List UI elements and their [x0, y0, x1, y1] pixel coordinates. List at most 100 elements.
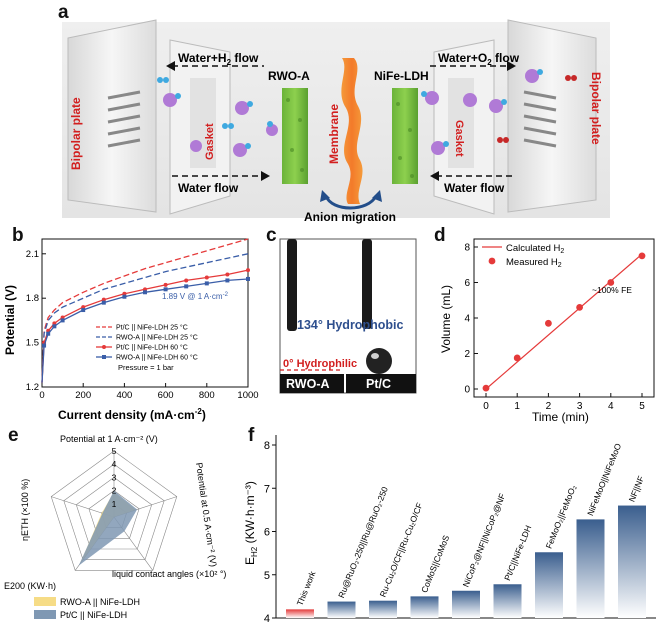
chart-b-pressure: Pressure = 1 bar	[118, 363, 174, 372]
b-xtick-label-4: 800	[199, 390, 215, 401]
rwo-a-cathode	[282, 88, 308, 184]
radar-ring-5	[50, 450, 178, 571]
f-bar-label-5: Pt/C||NiFe-LDH	[502, 524, 533, 582]
electrolyzer-schematic: Water+H2 flow Water+O2 flow Water flow W…	[62, 19, 610, 224]
radar-axis-label-4: E200 (KW·h)	[4, 581, 56, 591]
left-gasket-window	[190, 78, 216, 168]
legend-rwo-swatch	[34, 597, 56, 606]
b-ytick-label-1: 1.5	[26, 338, 39, 349]
d-xtick-label-2: 2	[546, 401, 552, 412]
left-gasket-label: Gasket	[204, 123, 216, 160]
right-needle	[362, 239, 372, 329]
legend-point-sample	[488, 257, 496, 265]
d-measured-point-4	[607, 279, 615, 286]
d-xtick-label-5: 5	[639, 401, 645, 412]
b-point-3-5	[81, 308, 86, 313]
left-top-flow-label: Water+H2 flow	[178, 51, 259, 67]
left-bipolar-label: Bipolar plate	[69, 97, 83, 170]
radar-axis-label-2: Potential at 0.5 A·cm⁻² (V)	[194, 462, 219, 568]
d-ytick-label-1: 2	[464, 349, 470, 360]
membrane-label: Membrane	[327, 104, 341, 164]
b-legend-label-1: RWO-A || NiFe-LDH 25 °C	[116, 334, 198, 342]
rwo-a-substrate	[280, 374, 344, 393]
radar-ring-label-2: 2	[112, 486, 117, 496]
right-bipolar-label: Bipolar plate	[589, 72, 603, 145]
droplet-highlight	[371, 353, 379, 359]
d-ytick-label-0: 0	[464, 385, 470, 396]
f-bar-4	[452, 590, 480, 618]
f-bar-label-0: This work	[295, 569, 318, 607]
d-measured-point-0	[482, 384, 490, 392]
right-bottom-flow-label: Water flow	[444, 181, 505, 195]
f-ytick-label-2: 6	[264, 527, 270, 539]
chart-d-ylabel: Volume (mL)	[439, 285, 453, 353]
b-point-3-12	[225, 278, 230, 283]
water-droplet	[366, 348, 392, 374]
panel-a: Water+H2 flow Water+O2 flow Water flow W…	[0, 0, 664, 225]
b-ytick-label-0: 1.2	[26, 382, 39, 393]
f-bar-label-2: Ru-Cu₂O/CF||Ru-Cu₂O/CF	[378, 501, 425, 598]
d-xtick-label-3: 3	[577, 401, 583, 412]
b-xtick-label-2: 400	[116, 390, 132, 401]
b-point-3-1	[42, 343, 47, 348]
chart-b-xlabel: Current density (mA·cm-2)	[58, 407, 206, 422]
f-ytick-label-4: 8	[264, 440, 270, 452]
radar-series-1	[78, 490, 138, 566]
b-point-2-11	[204, 275, 209, 280]
b-ytick-label-2: 1.8	[26, 293, 39, 304]
nife-ldh-anode	[392, 88, 418, 184]
f-ytick-label-0: 4	[264, 613, 270, 625]
d-measured-point-1	[513, 354, 521, 362]
panel-c: c 134° Hydrophobic 0° Hydrophilic RWO-A …	[260, 225, 420, 425]
panel-b: b 0 200 400 600 800 1000 1.2 1.5 1.8 2.1 Potentia…	[0, 225, 260, 425]
legend-rwo-label: RWO-A || NiFe-LDH	[60, 597, 140, 607]
f-bar-7	[576, 519, 605, 618]
chart-f-ylabel: EH2 (KW·h·m⁻³)	[243, 481, 259, 565]
chart-d-frame	[473, 238, 655, 398]
right-flow-channel	[523, 90, 557, 148]
f-bar-6	[535, 552, 563, 618]
panel-e-letter: e	[8, 425, 19, 446]
radar-ring-label-5: 5	[112, 446, 117, 456]
chart-b-legend: Pt/C || NiFe-LDH 25 °C RWO-A || NiFe-LDH …	[96, 324, 198, 362]
left-bipolar-plate	[67, 19, 157, 213]
radar-ring-label-4: 4	[112, 459, 117, 469]
d-xtick-label-1: 1	[514, 401, 520, 412]
membrane	[341, 58, 363, 204]
b-point-3-13	[246, 276, 250, 281]
d-ytick-label-4: 8	[464, 243, 470, 254]
b-point-3-2	[46, 331, 51, 336]
right-gasket-label: Gasket	[453, 120, 465, 157]
b-ytick-label-3: 2.1	[26, 249, 39, 260]
b-legend-marker-3	[102, 355, 106, 359]
f-bar-2	[369, 600, 397, 618]
radar-ring-4	[63, 463, 165, 560]
b-legend-label-3: RWO-A || NiFe-LDH 60 °C	[116, 354, 198, 362]
radar-chart: 1 2 3 4 5 Potential at 1 A·cm⁻² (V) Potentia…	[4, 434, 226, 620]
left-needle	[287, 239, 297, 331]
f-bar-label-6: FeMoO₂||FeMoO₂	[544, 483, 579, 550]
legend-measured: Measured H2	[506, 257, 562, 269]
fe-annotation: ~100% FE	[592, 285, 632, 295]
legend-ptc-label: Pt/C || NiFe-LDH	[60, 610, 127, 620]
b-xtick-label-5: 1000	[237, 390, 258, 401]
chart-b-ylabel: Potential (V)	[3, 285, 17, 355]
b-point-3-8	[143, 290, 147, 295]
d-xtick-label-4: 4	[608, 401, 614, 412]
f-bar-0	[286, 609, 314, 618]
electrode-texture	[286, 98, 414, 178]
b-point-2-9	[163, 282, 168, 287]
b-point-2-12	[225, 272, 230, 277]
chart-b-annotation: 1.89 V @ 1 A·cm-2	[162, 292, 229, 301]
panel-f-letter: f	[248, 425, 255, 446]
b-xtick-label-0: 0	[39, 390, 44, 401]
radar-axis-label-5: ηETH (×100 %)	[20, 479, 30, 541]
b-point-3-4	[60, 318, 65, 323]
b-point-3-9	[163, 287, 168, 292]
cathode-label: RWO-A	[268, 69, 310, 83]
d-ytick-label-3: 6	[464, 278, 470, 289]
anion-arrow-head-left	[320, 190, 330, 202]
panel-a-letter: a	[58, 2, 69, 23]
